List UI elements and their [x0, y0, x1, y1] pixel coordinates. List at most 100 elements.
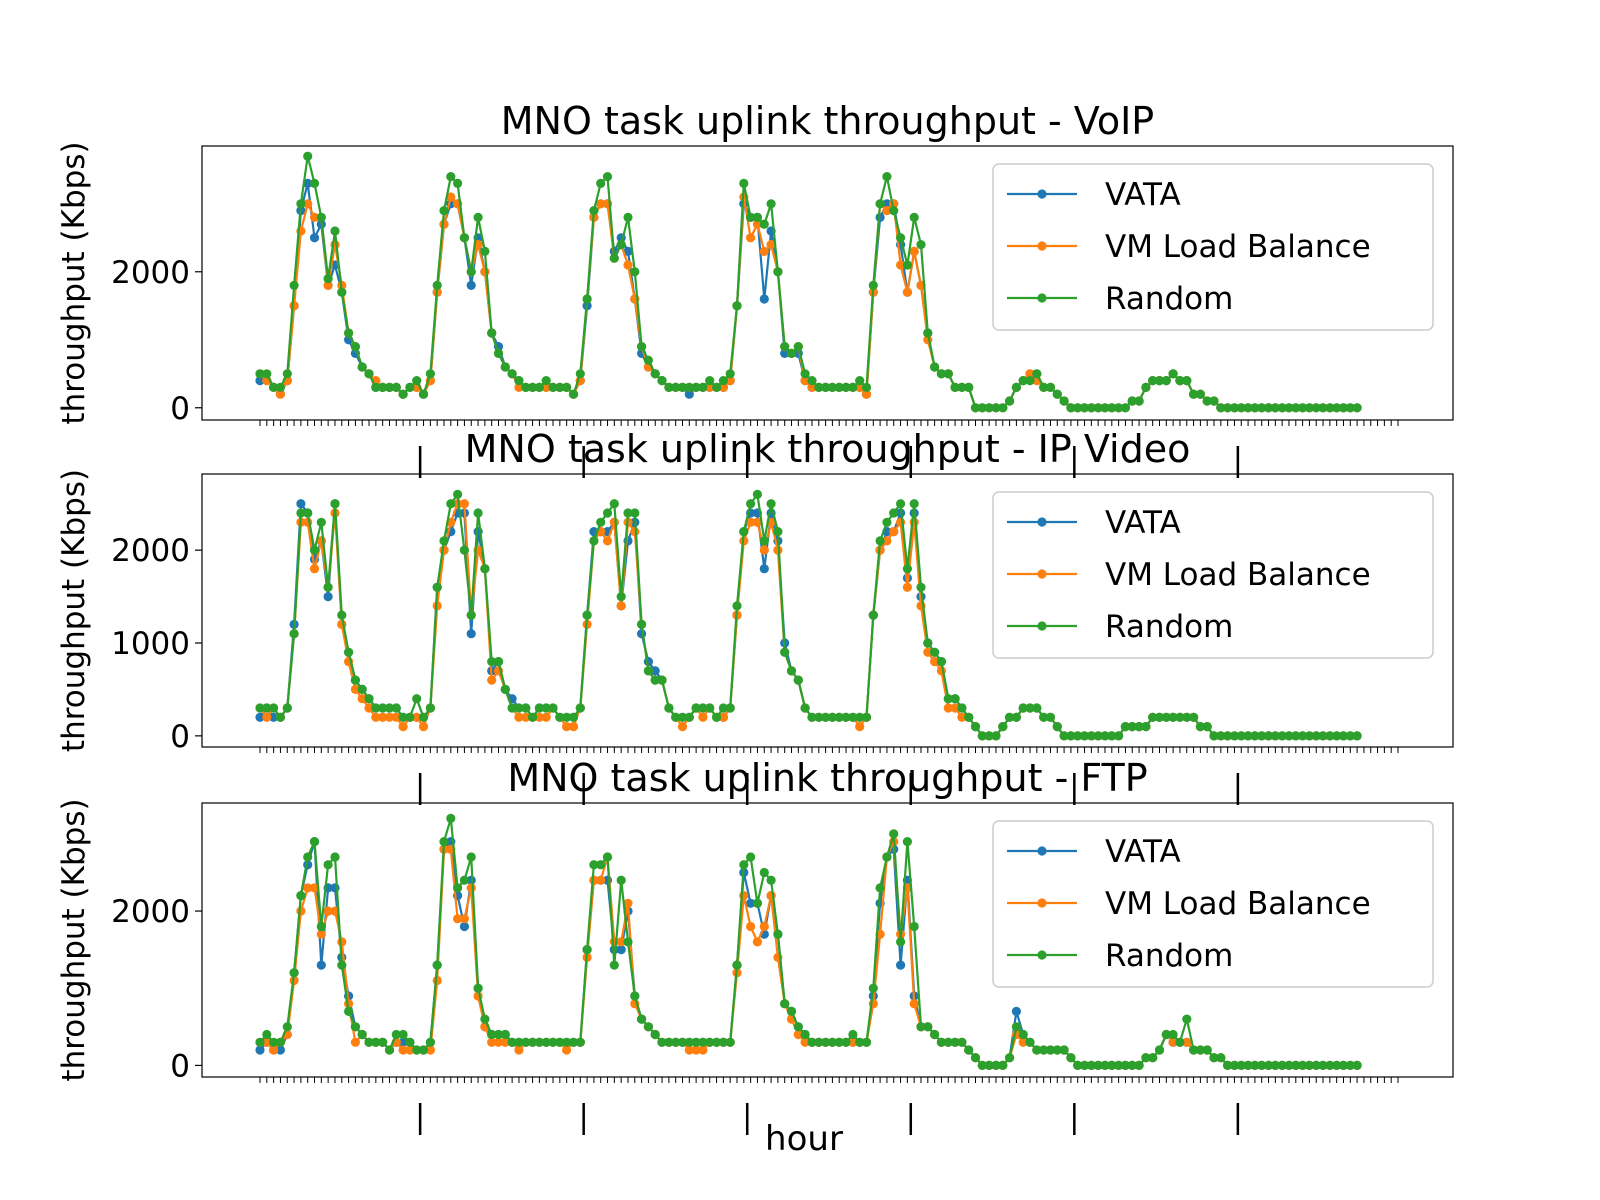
- data-point: [637, 342, 647, 352]
- data-point: [623, 898, 633, 908]
- data-point: [418, 1045, 429, 1055]
- data-point: [412, 376, 422, 386]
- data-point: [1025, 369, 1035, 379]
- series-random: [255, 151, 1362, 413]
- data-point: [1045, 382, 1056, 392]
- data-point: [1107, 403, 1117, 413]
- data-point: [1195, 1045, 1205, 1055]
- data-point: [705, 1037, 715, 1047]
- data-point: [718, 376, 729, 386]
- data-point: [344, 1006, 354, 1017]
- data-point: [453, 178, 463, 188]
- data-point: [528, 382, 538, 392]
- data-point: [957, 382, 967, 392]
- data-point: [1195, 722, 1205, 732]
- data-point: [521, 712, 531, 722]
- data-point: [337, 287, 347, 297]
- data-point: [875, 536, 885, 546]
- data-point: [793, 342, 803, 352]
- data-point: [650, 369, 660, 379]
- legend: VATA VM Load Balance Random: [992, 491, 1434, 659]
- data-point: [923, 1022, 933, 1032]
- data-point: [677, 712, 688, 722]
- data-point: [1284, 731, 1294, 741]
- data-point: [575, 369, 585, 379]
- data-point: [514, 712, 524, 722]
- y-tick-label-2000: 2000: [111, 894, 190, 930]
- data-point: [664, 382, 674, 392]
- data-point: [575, 703, 585, 713]
- data-point: [868, 983, 878, 993]
- data-point: [650, 666, 660, 676]
- data-point: [296, 891, 306, 901]
- data-point: [323, 592, 333, 602]
- data-point: [950, 694, 960, 704]
- data-point: [780, 342, 790, 352]
- data-point: [616, 875, 626, 885]
- data-point: [459, 545, 469, 555]
- data-point: [596, 199, 606, 209]
- legend-box: [992, 820, 1434, 988]
- data-point: [657, 1037, 667, 1047]
- data-point: [582, 294, 592, 304]
- data-point: [643, 355, 654, 365]
- data-point: [528, 1037, 538, 1047]
- data-point: [466, 629, 476, 639]
- data-point: [405, 1045, 415, 1055]
- data-point: [1298, 1060, 1308, 1070]
- data-point: [1202, 722, 1212, 732]
- data-point: [889, 508, 899, 518]
- data-point: [1039, 712, 1049, 722]
- data-point: [841, 1037, 851, 1047]
- data-point: [1127, 396, 1137, 406]
- data-point: [418, 722, 429, 732]
- data-point: [507, 369, 517, 379]
- data-point: [950, 1037, 960, 1047]
- data-point: [998, 403, 1008, 413]
- data-point: [889, 527, 899, 537]
- data-point: [289, 629, 299, 639]
- data-point: [902, 837, 913, 847]
- data-point: [282, 1022, 292, 1032]
- data-point: [1100, 403, 1110, 413]
- data-point: [984, 731, 994, 741]
- data-point: [1284, 1060, 1294, 1070]
- data-point: [275, 712, 285, 722]
- data-point: [357, 1029, 367, 1040]
- data-point: [1127, 1060, 1137, 1070]
- data-point: [698, 712, 708, 722]
- data-point: [1066, 403, 1076, 413]
- y-axis-label: throughput (Kbps): [56, 141, 92, 424]
- data-point: [459, 875, 469, 885]
- data-point: [1325, 403, 1335, 413]
- data-point: [677, 1037, 688, 1047]
- data-point: [752, 898, 763, 908]
- data-point: [432, 960, 442, 970]
- data-point: [916, 582, 926, 592]
- data-point: [1291, 403, 1301, 413]
- data-point: [596, 875, 606, 885]
- data-point: [800, 1029, 810, 1040]
- data-point: [882, 852, 892, 862]
- data-point: [602, 852, 613, 862]
- data-point: [562, 1045, 572, 1055]
- data-point: [1141, 1053, 1151, 1063]
- data-point: [350, 684, 360, 695]
- legend-marker: [1037, 241, 1047, 251]
- data-point: [623, 212, 633, 222]
- data-point: [1175, 1037, 1185, 1047]
- data-point: [1066, 731, 1076, 741]
- data-point: [1161, 1029, 1171, 1040]
- data-point: [459, 233, 469, 243]
- data-point: [562, 1037, 572, 1047]
- data-point: [1223, 403, 1233, 413]
- legend-entry: VM Load Balance: [1105, 557, 1371, 593]
- data-point: [1345, 1060, 1355, 1070]
- data-point: [1243, 731, 1253, 741]
- data-point: [882, 206, 892, 216]
- data-point: [780, 647, 790, 657]
- data-point: [725, 376, 735, 386]
- data-point: [493, 348, 504, 358]
- data-point: [534, 1037, 545, 1047]
- x-axis-label: hour: [765, 1119, 843, 1159]
